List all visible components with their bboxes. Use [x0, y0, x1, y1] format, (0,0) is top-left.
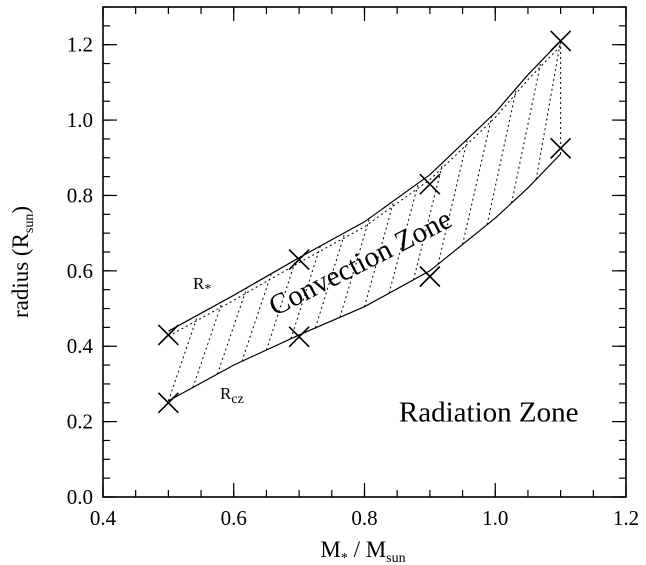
hatch-line [462, 115, 493, 245]
x-tick-label: 0.6 [221, 506, 247, 530]
hatch-line [216, 287, 248, 375]
y-tick-label: 0.2 [67, 410, 93, 434]
r-cz-marker [288, 326, 310, 348]
r-star-marker [157, 324, 179, 346]
r-cz-curve-label: Rcz [220, 384, 244, 407]
hatch-line [535, 40, 562, 180]
y-axis-title: radius (Rsun) [8, 206, 37, 318]
y-tick-label: 0.8 [67, 183, 93, 207]
markers [157, 30, 572, 414]
r-star-marker [550, 30, 572, 52]
hatch-line [413, 162, 444, 280]
curves [168, 40, 562, 402]
y-tick-label: 1.0 [67, 108, 93, 132]
r-star-marker [288, 248, 310, 271]
r-cz-curve [168, 153, 562, 402]
y-tick-label: 0.6 [67, 259, 93, 283]
x-tick-label: 0.4 [90, 506, 117, 530]
hatch-line [241, 273, 272, 362]
marker-stroke [550, 137, 572, 159]
r-star-marker [419, 173, 441, 195]
hatch-line [314, 232, 346, 329]
inner-dotted-boundary [168, 45, 561, 337]
convection-zone-hatching [167, 40, 562, 402]
axes: 0.4 0.6 0.8 1.0 1.2 0.0 0.2 0.4 0.6 0.8 1.0 1.2 [67, 6, 639, 530]
hatch-line [290, 245, 321, 339]
x-axis-title: M* / Msun [320, 537, 405, 565]
x-tick-label: 0.8 [351, 506, 377, 530]
r-star-curve [168, 40, 562, 332]
r-star-curve-label: R* [193, 274, 211, 297]
marker-stroke [288, 326, 310, 348]
hatch-line [339, 218, 370, 318]
hatch-line [486, 87, 517, 225]
marker-stroke [419, 173, 441, 195]
marker-stroke [157, 392, 179, 414]
hatch-line [388, 182, 419, 294]
r-cz-marker [419, 265, 441, 288]
r-cz-marker [157, 392, 179, 414]
convection-zone-label: Convection Zone [264, 203, 457, 323]
x-tick-label: 1.0 [482, 506, 508, 530]
y-tick-label: 0.0 [67, 485, 93, 509]
r-cz-marker [550, 137, 572, 159]
marker-stroke [419, 265, 441, 288]
radiation-zone-label: Radiation Zone [399, 397, 579, 429]
hatch-line [511, 61, 542, 204]
marker-stroke [157, 324, 179, 346]
hatch-line [364, 200, 395, 307]
hatch-line [192, 301, 223, 388]
y-tick-label: 1.2 [67, 33, 93, 57]
x-tick-label: 1.2 [613, 506, 639, 530]
hatch-line [265, 259, 297, 351]
y-tick-label: 0.4 [67, 334, 94, 358]
hatch-line [437, 138, 468, 265]
marker-stroke [550, 30, 572, 52]
hatch-line [167, 314, 199, 402]
marker-stroke [288, 248, 310, 271]
